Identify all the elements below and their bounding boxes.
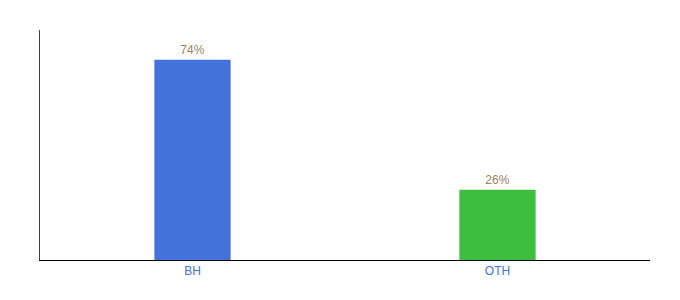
- svg-text:BH: BH: [184, 264, 201, 278]
- svg-text:26%: 26%: [485, 173, 509, 187]
- svg-text:74%: 74%: [180, 43, 204, 57]
- svg-text:OTH: OTH: [485, 264, 510, 278]
